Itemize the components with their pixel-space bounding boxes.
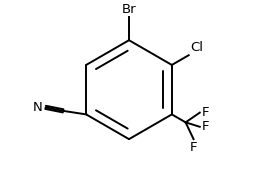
Text: N: N [33, 101, 43, 114]
Text: Br: Br [122, 3, 136, 16]
Text: F: F [190, 141, 197, 154]
Text: F: F [201, 120, 209, 133]
Text: Cl: Cl [190, 41, 203, 54]
Text: F: F [201, 106, 209, 119]
